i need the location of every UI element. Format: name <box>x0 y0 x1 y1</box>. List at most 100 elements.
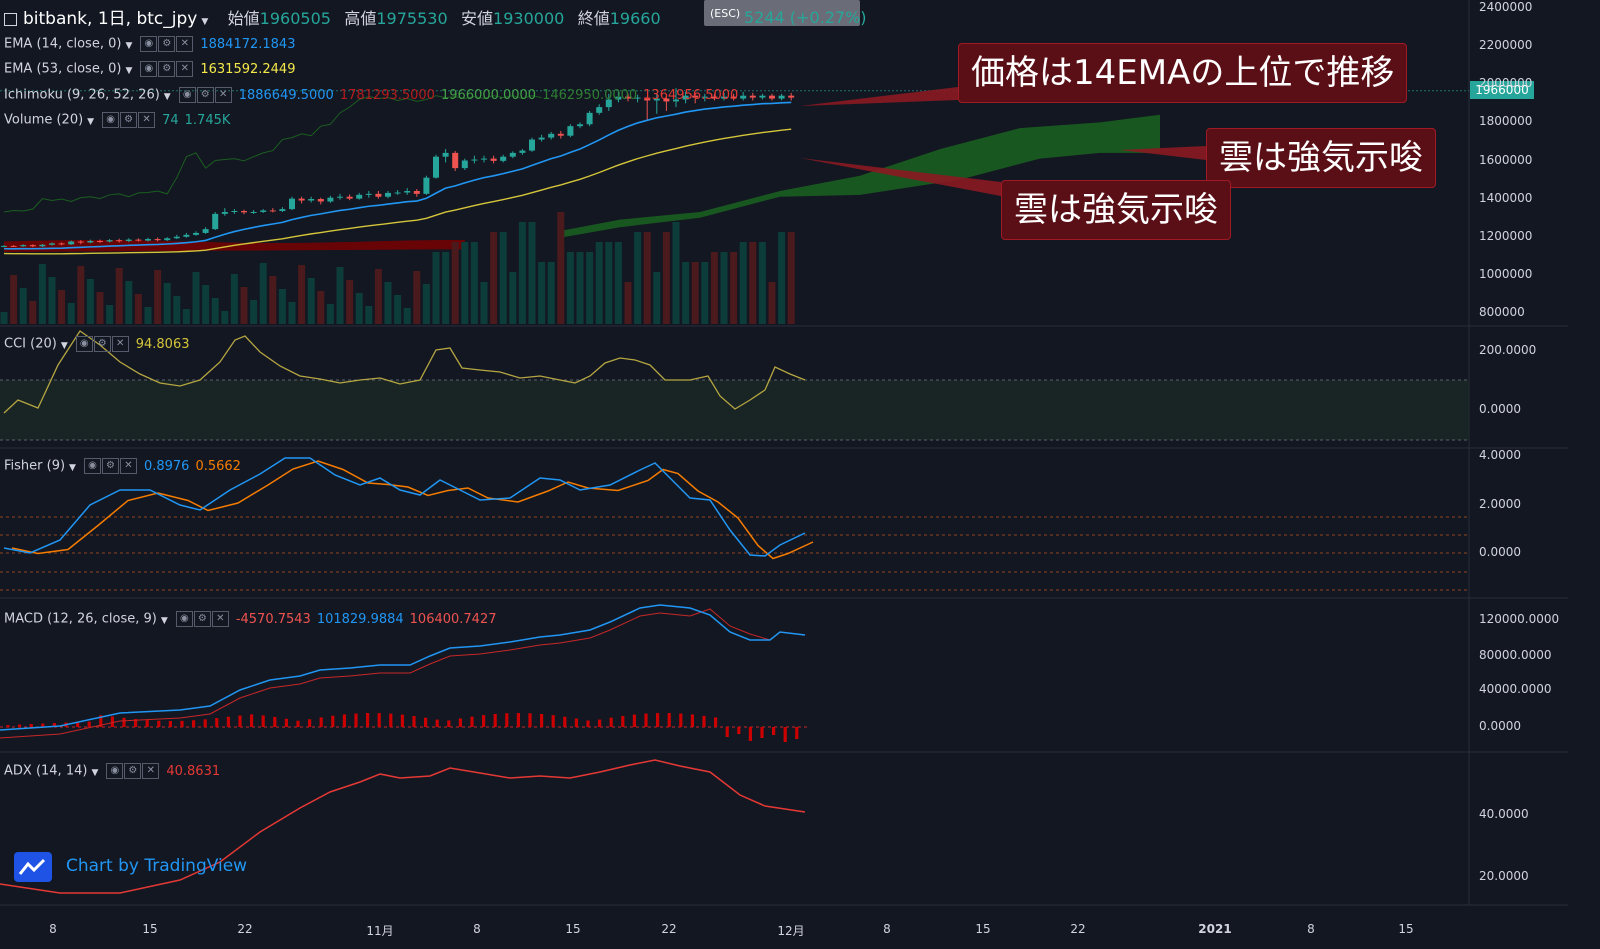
annotation-arrow-cloud-1 <box>1120 146 1206 160</box>
annotation-ema[interactable]: 価格は14EMAの上位で推移 <box>958 43 1408 103</box>
ichimoku-v1: 1886649.5000 <box>238 87 334 103</box>
volume-v1: 74 <box>162 112 179 128</box>
macd-label[interactable]: MACD (12, 26, close, 9) <box>4 611 157 627</box>
close-icon[interactable]: ✕ <box>211 610 229 627</box>
volume-bar <box>48 277 56 324</box>
volume-bar <box>461 242 469 324</box>
fisher-label[interactable]: Fisher (9) <box>4 458 66 474</box>
adx-axis-label: 40.0000 <box>1479 807 1529 821</box>
close-icon[interactable]: ✕ <box>138 111 156 128</box>
gear-icon[interactable]: ⚙ <box>158 35 176 52</box>
adx-value: 40.8631 <box>166 763 221 779</box>
close-icon[interactable]: ✕ <box>142 762 160 779</box>
macd-histogram-bar <box>737 727 741 734</box>
close-icon[interactable]: ✕ <box>111 335 129 352</box>
candle-body <box>356 194 363 199</box>
eye-icon[interactable]: ◉ <box>106 762 124 779</box>
eye-icon[interactable]: ◉ <box>140 60 158 77</box>
candle-body <box>183 234 190 237</box>
gear-icon[interactable]: ⚙ <box>193 610 211 627</box>
eye-icon[interactable]: ◉ <box>140 35 158 52</box>
eye-icon[interactable]: ◉ <box>102 111 120 128</box>
time-axis-label: 8 <box>883 922 891 936</box>
gear-icon[interactable]: ⚙ <box>196 86 214 103</box>
volume-bar <box>422 284 430 324</box>
tradingview-watermark[interactable]: Chart by TradingView <box>66 856 248 876</box>
macd-v2: 101829.9884 <box>316 611 404 627</box>
high-value: 1975530 <box>376 9 448 28</box>
annotation-cloud-1[interactable]: 雲は強気示唆 <box>1206 128 1436 188</box>
volume-bar <box>134 294 142 324</box>
macd-histogram-bar <box>725 727 729 737</box>
cci-axis-label: 0.0000 <box>1479 402 1521 416</box>
volume-bar <box>182 309 190 324</box>
macd-histogram-bar <box>157 720 161 727</box>
eye-icon[interactable]: ◉ <box>175 610 193 627</box>
chevron-down-icon[interactable]: ▼ <box>163 91 171 102</box>
candle-body <box>615 96 622 100</box>
macd-histogram-bar <box>261 715 265 727</box>
cci-value: 94.8063 <box>135 336 190 352</box>
chevron-down-icon[interactable]: ▼ <box>60 340 68 351</box>
fisher-axis-label: 0.0000 <box>1479 545 1521 559</box>
collapse-icon[interactable] <box>4 12 17 26</box>
adx-label[interactable]: ADX (14, 14) <box>4 763 88 779</box>
eye-icon[interactable]: ◉ <box>75 335 93 352</box>
close-icon[interactable]: ✕ <box>176 60 194 77</box>
candle-body <box>87 240 94 243</box>
fisher-axis-label: 4.0000 <box>1479 448 1521 462</box>
fullscreen-exit-hint[interactable] <box>704 0 860 26</box>
candle-body <box>317 199 324 202</box>
ema53-value: 1631592.2449 <box>200 61 296 77</box>
chevron-down-icon[interactable]: ▼ <box>87 116 95 127</box>
candle-body <box>759 95 766 98</box>
gear-icon[interactable]: ⚙ <box>93 335 111 352</box>
macd-histogram-bar <box>215 718 219 727</box>
eye-icon[interactable]: ◉ <box>178 86 196 103</box>
volume-bar <box>173 296 181 324</box>
open-label: 始値 <box>227 9 260 28</box>
chevron-down-icon[interactable]: ▼ <box>125 65 133 76</box>
close-icon[interactable]: ✕ <box>119 457 137 474</box>
ema14-label[interactable]: EMA (14, close, 0) <box>4 36 122 52</box>
gear-icon[interactable]: ⚙ <box>158 60 176 77</box>
chevron-down-icon[interactable]: ▼ <box>201 17 209 27</box>
gear-icon[interactable]: ⚙ <box>124 762 142 779</box>
macd-histogram-bar <box>702 715 706 727</box>
ichimoku-label[interactable]: Ichimoku (9, 26, 52, 26) <box>4 87 160 103</box>
gear-icon[interactable]: ⚙ <box>120 111 138 128</box>
volume-label[interactable]: Volume (20) <box>4 112 84 128</box>
symbol-title[interactable]: bitbank, 1日, btc_jpy <box>23 9 198 29</box>
candle-body <box>20 245 27 247</box>
volume-bar <box>403 308 411 324</box>
volume-bar <box>528 222 536 324</box>
tradingview-logo-icon[interactable] <box>14 852 52 882</box>
chevron-down-icon[interactable]: ▼ <box>160 615 168 626</box>
eye-icon[interactable]: ◉ <box>83 457 101 474</box>
ema53-label[interactable]: EMA (53, close, 0) <box>4 61 122 77</box>
annotation-cloud-2[interactable]: 雲は強気示唆 <box>1001 180 1231 240</box>
annotation-arrow-cloud-2 <box>800 158 1001 196</box>
candle-body <box>500 156 507 161</box>
gear-icon[interactable]: ⚙ <box>101 457 119 474</box>
candle-body <box>77 241 84 243</box>
macd-histogram-bar <box>447 720 451 727</box>
macd-histogram-bar <box>458 718 462 727</box>
legend-adx: ADX (14, 14) ▼ ◉ ⚙ ✕ 40.8631 <box>4 762 220 782</box>
candle-body <box>279 209 286 212</box>
volume-bar <box>566 252 574 324</box>
cci-label[interactable]: CCI (20) <box>4 336 57 352</box>
macd-histogram-bar <box>168 720 172 727</box>
macd-histogram-bar <box>644 713 648 727</box>
time-axis-label: 8 <box>1307 922 1315 936</box>
close-icon[interactable]: ✕ <box>214 86 232 103</box>
candle-body <box>385 192 391 197</box>
candle-body <box>452 152 459 169</box>
legend-volume: Volume (20) ▼ ◉ ⚙ ✕ 74 1.745K <box>4 111 230 131</box>
macd-histogram-bar <box>574 718 578 727</box>
macd-histogram-bar <box>308 719 312 727</box>
chevron-down-icon[interactable]: ▼ <box>69 462 76 473</box>
close-icon[interactable]: ✕ <box>176 35 194 52</box>
chevron-down-icon[interactable]: ▼ <box>125 40 133 51</box>
chevron-down-icon[interactable]: ▼ <box>91 767 99 778</box>
